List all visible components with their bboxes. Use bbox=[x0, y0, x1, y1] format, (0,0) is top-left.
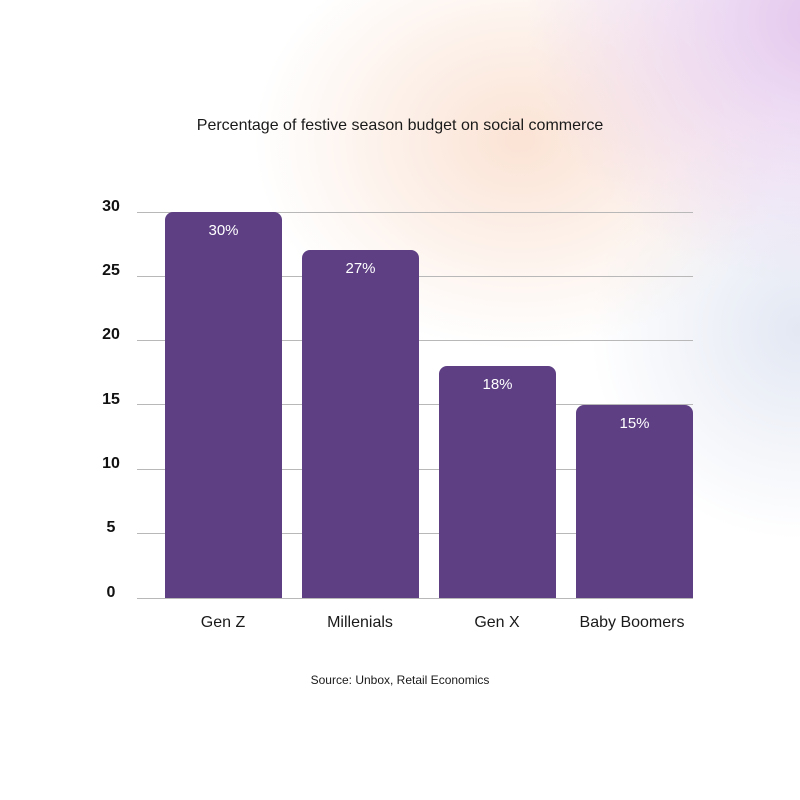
bar-value-label: 30% bbox=[208, 222, 239, 239]
y-tick-label: 0 bbox=[106, 584, 116, 601]
y-tick-label: 20 bbox=[102, 326, 120, 343]
gridline-30 bbox=[137, 212, 693, 213]
bar-gen-z: 30% bbox=[165, 212, 282, 598]
x-tick-label: Baby Boomers bbox=[579, 614, 685, 631]
x-tick-label: Gen Z bbox=[200, 614, 246, 631]
bar-value-label: 27% bbox=[345, 260, 376, 277]
bar-value-label: 15% bbox=[619, 415, 650, 432]
bar-value-label: 18% bbox=[482, 376, 513, 393]
y-tick-label: 30 bbox=[102, 198, 120, 215]
x-tick-label: Gen X bbox=[474, 614, 520, 631]
y-tick-label: 15 bbox=[102, 391, 120, 408]
x-axis-line bbox=[137, 598, 693, 599]
source-note: Source: Unbox, Retail Economics bbox=[310, 673, 490, 687]
x-tick-label: Millenials bbox=[327, 614, 393, 631]
y-tick-label: 10 bbox=[102, 455, 120, 472]
bar-gen-x: 18% bbox=[439, 366, 556, 598]
y-tick-label: 25 bbox=[102, 262, 120, 279]
bar-baby-boomers: 15% bbox=[576, 405, 693, 598]
chart-title: Percentage of festive season budget on s… bbox=[196, 117, 604, 134]
y-tick-label: 5 bbox=[106, 519, 116, 536]
bar-millenials: 27% bbox=[302, 250, 419, 598]
